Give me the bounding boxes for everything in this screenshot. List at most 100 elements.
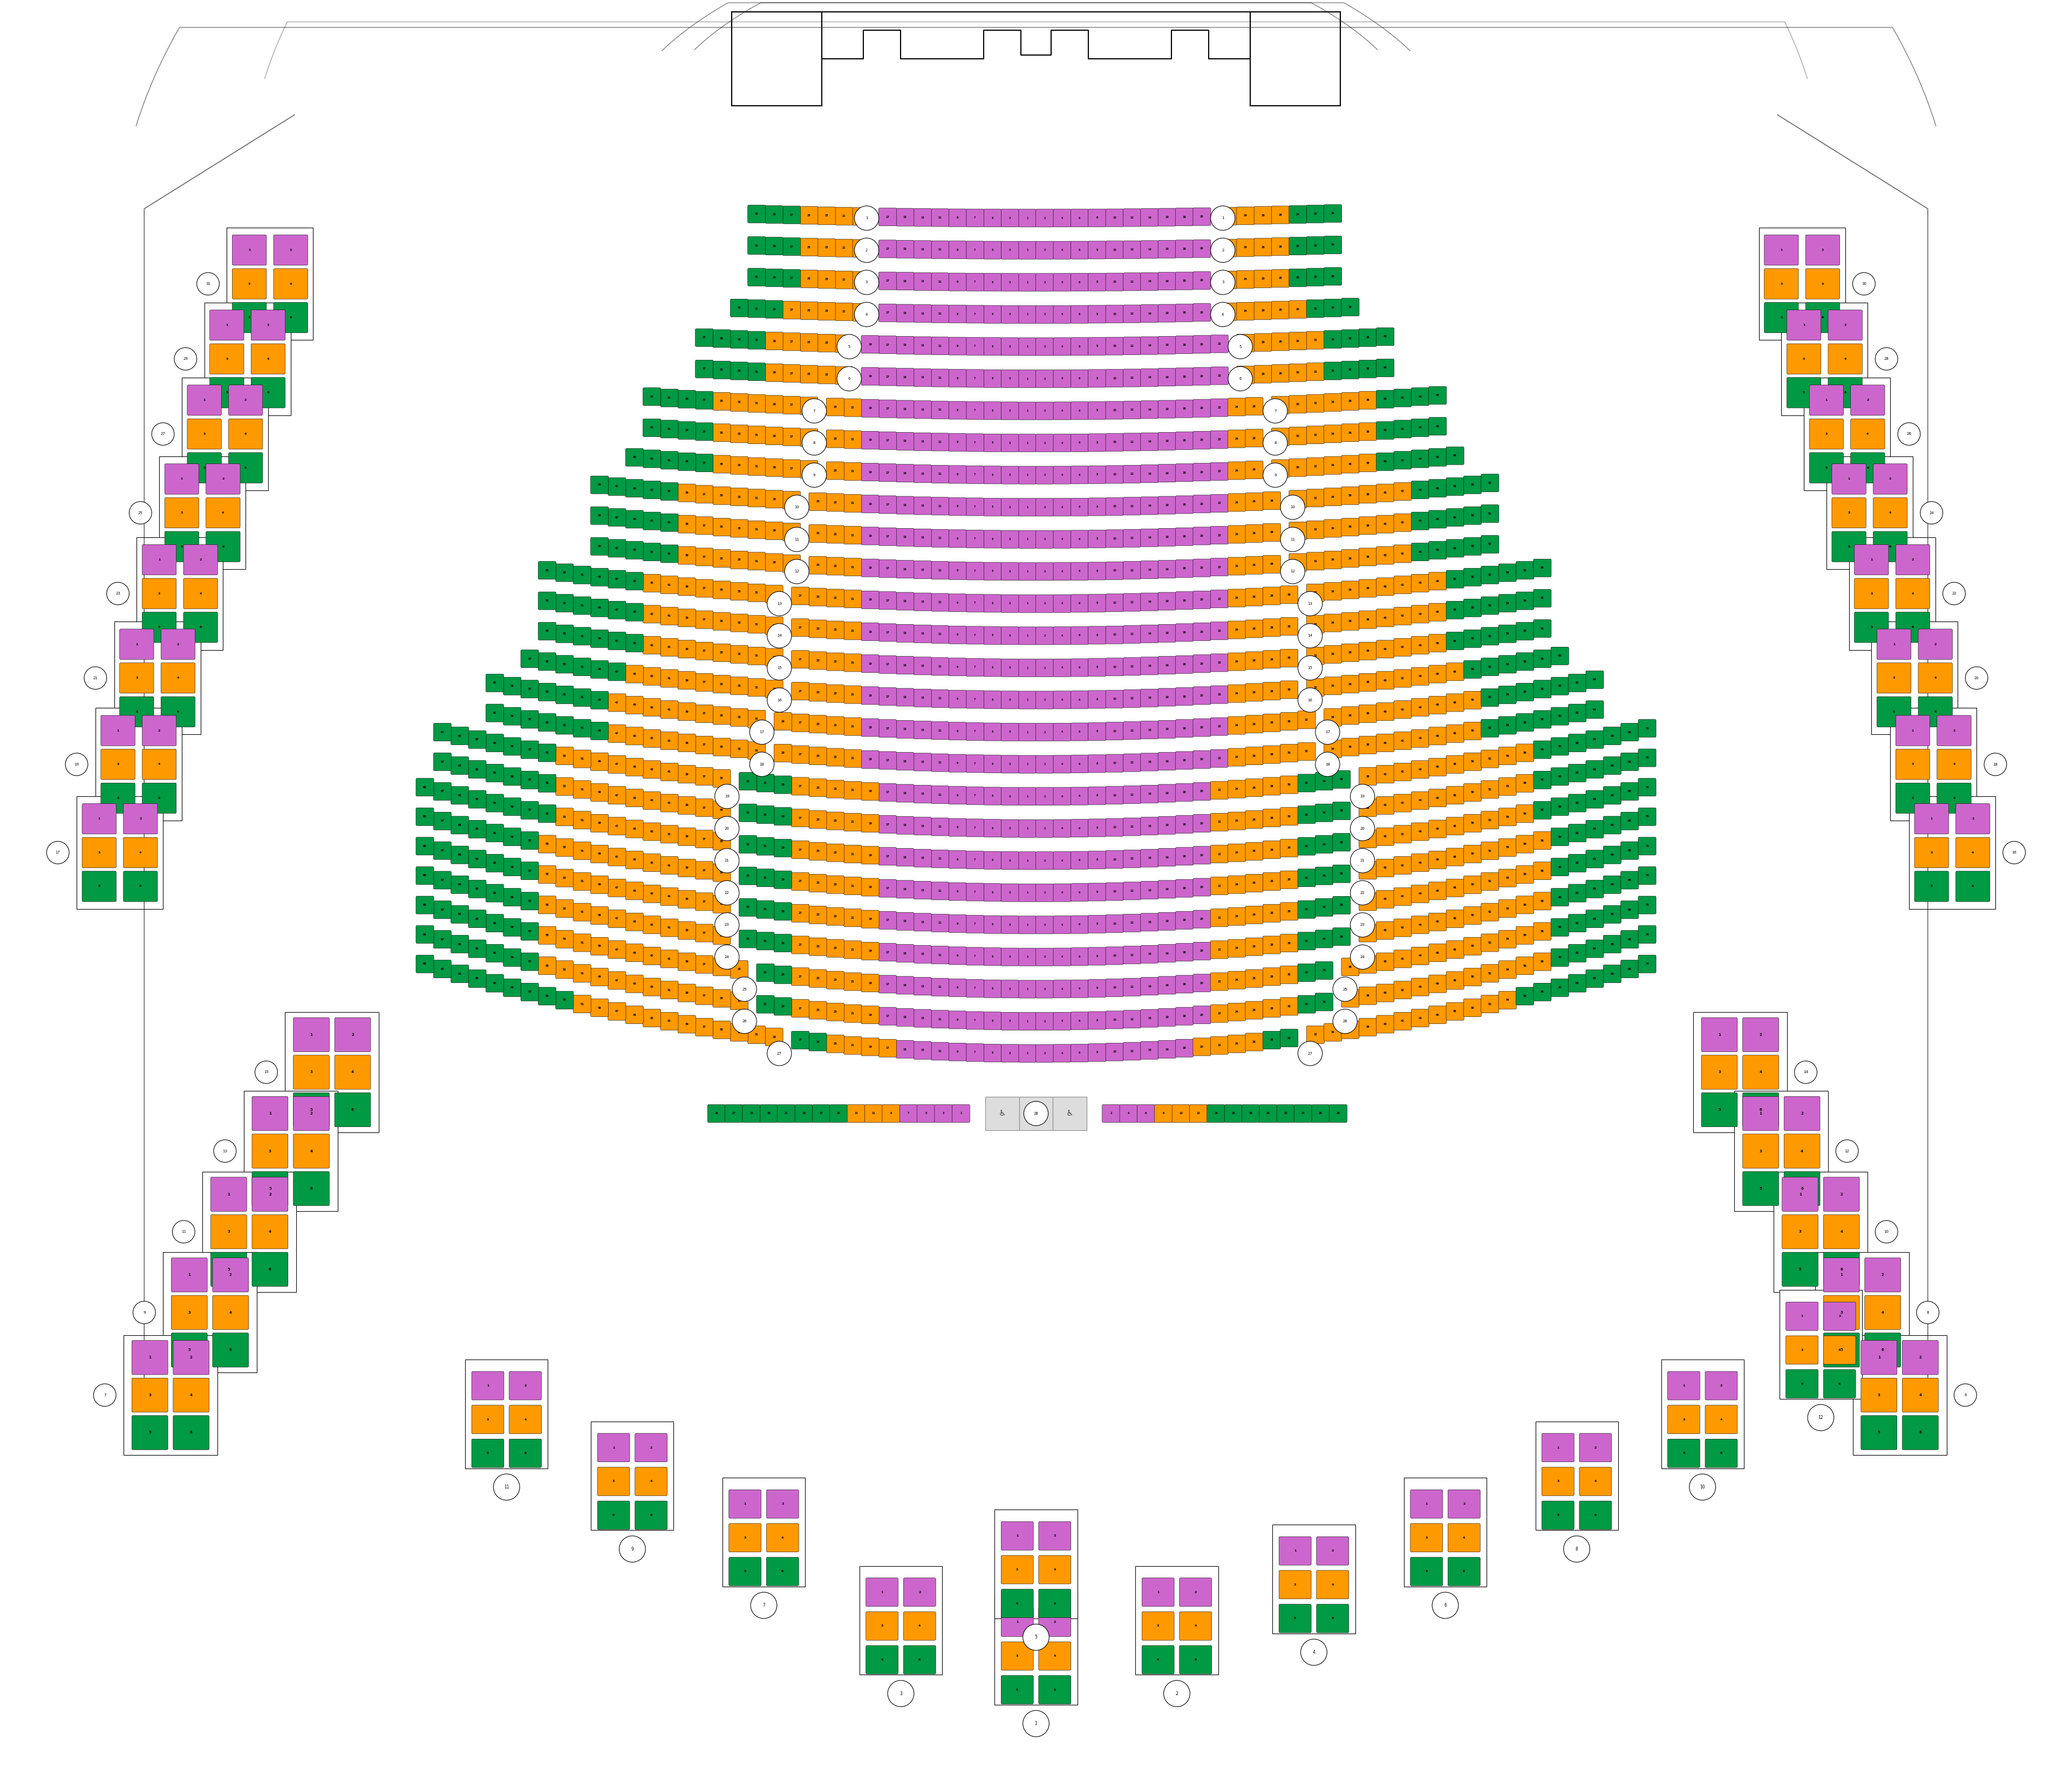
- Circle shape: [1297, 656, 1322, 679]
- FancyBboxPatch shape: [914, 593, 932, 610]
- FancyBboxPatch shape: [914, 304, 932, 322]
- Circle shape: [731, 1008, 756, 1033]
- FancyBboxPatch shape: [740, 803, 756, 823]
- FancyBboxPatch shape: [1604, 816, 1620, 833]
- Text: 29: 29: [781, 909, 785, 913]
- FancyBboxPatch shape: [1175, 463, 1193, 481]
- Text: 17: 17: [885, 632, 889, 633]
- FancyBboxPatch shape: [895, 304, 914, 322]
- FancyBboxPatch shape: [626, 851, 642, 869]
- Text: 19: 19: [868, 759, 872, 761]
- FancyBboxPatch shape: [1001, 338, 1019, 356]
- Text: 66: 66: [1610, 883, 1614, 886]
- FancyBboxPatch shape: [1743, 1171, 1778, 1206]
- Text: 28: 28: [1270, 881, 1274, 883]
- Text: 18: 18: [1183, 375, 1187, 379]
- Text: 18: 18: [1183, 759, 1187, 762]
- Text: 48: 48: [1452, 732, 1457, 734]
- FancyBboxPatch shape: [1341, 676, 1359, 693]
- Text: 39: 39: [686, 835, 688, 839]
- Text: 5: 5: [1912, 796, 1915, 800]
- FancyBboxPatch shape: [1341, 1021, 1359, 1038]
- Text: 46: 46: [1436, 580, 1440, 582]
- Text: 18: 18: [1183, 504, 1187, 506]
- Text: 56: 56: [1523, 570, 1527, 571]
- Text: 37: 37: [702, 713, 707, 715]
- Text: 1: 1: [1426, 1502, 1428, 1505]
- FancyBboxPatch shape: [966, 690, 984, 708]
- FancyBboxPatch shape: [1394, 639, 1411, 656]
- FancyBboxPatch shape: [696, 987, 713, 1005]
- FancyBboxPatch shape: [1446, 971, 1465, 989]
- Text: 25: 25: [816, 787, 821, 789]
- Text: 17: 17: [885, 407, 889, 410]
- FancyBboxPatch shape: [827, 653, 843, 670]
- Text: 26: 26: [1262, 278, 1264, 280]
- Text: 21: 21: [852, 471, 854, 472]
- Text: 50: 50: [1471, 545, 1475, 548]
- Text: 46: 46: [1436, 642, 1440, 644]
- Text: 31: 31: [765, 814, 767, 816]
- FancyBboxPatch shape: [1123, 209, 1142, 226]
- Text: 36: 36: [1349, 715, 1353, 716]
- Text: 21: 21: [852, 757, 854, 759]
- Text: 68: 68: [1629, 879, 1631, 881]
- FancyBboxPatch shape: [143, 715, 176, 747]
- FancyBboxPatch shape: [984, 370, 1001, 387]
- FancyBboxPatch shape: [1106, 754, 1123, 771]
- Text: 5: 5: [1840, 1348, 1842, 1352]
- Text: 2: 2: [1801, 1113, 1803, 1114]
- Text: 6: 6: [157, 796, 160, 800]
- Text: 32: 32: [1314, 591, 1318, 594]
- Text: 2: 2: [157, 729, 160, 732]
- Text: 24: 24: [1235, 469, 1239, 472]
- FancyBboxPatch shape: [903, 1578, 937, 1606]
- Text: 5: 5: [847, 345, 850, 348]
- FancyBboxPatch shape: [783, 492, 800, 509]
- FancyBboxPatch shape: [1446, 601, 1465, 619]
- FancyBboxPatch shape: [1158, 368, 1177, 386]
- FancyBboxPatch shape: [707, 1104, 725, 1122]
- Text: 5: 5: [1780, 317, 1782, 318]
- FancyBboxPatch shape: [879, 1038, 897, 1058]
- FancyBboxPatch shape: [1193, 368, 1210, 386]
- Text: 3: 3: [1871, 593, 1873, 594]
- Text: 52: 52: [1488, 1003, 1492, 1005]
- FancyBboxPatch shape: [713, 770, 731, 787]
- Text: 67: 67: [441, 761, 443, 762]
- Text: 5: 5: [249, 317, 251, 318]
- Text: 19: 19: [868, 375, 872, 377]
- Text: 14: 14: [1148, 472, 1152, 476]
- Text: 24: 24: [1235, 1010, 1239, 1014]
- FancyBboxPatch shape: [1140, 465, 1158, 483]
- FancyBboxPatch shape: [1237, 334, 1254, 352]
- FancyBboxPatch shape: [1498, 808, 1517, 826]
- FancyBboxPatch shape: [1088, 531, 1106, 548]
- FancyBboxPatch shape: [800, 396, 818, 416]
- Text: 33: 33: [746, 938, 750, 941]
- FancyBboxPatch shape: [1743, 1097, 1778, 1130]
- Text: 49: 49: [597, 729, 601, 732]
- FancyBboxPatch shape: [539, 865, 555, 883]
- Text: 4: 4: [244, 433, 247, 435]
- Text: 21: 21: [852, 598, 854, 600]
- Text: 62: 62: [1575, 952, 1579, 955]
- FancyBboxPatch shape: [984, 209, 1001, 226]
- FancyBboxPatch shape: [827, 780, 843, 798]
- Text: 28: 28: [1270, 563, 1274, 566]
- Text: 1: 1: [311, 1033, 313, 1037]
- Text: 30: 30: [1297, 467, 1299, 469]
- Circle shape: [1280, 527, 1305, 552]
- FancyBboxPatch shape: [800, 460, 818, 478]
- Text: 37: 37: [702, 494, 707, 495]
- Text: 5: 5: [116, 796, 118, 800]
- FancyBboxPatch shape: [765, 394, 783, 414]
- Text: 23: 23: [833, 469, 837, 472]
- FancyBboxPatch shape: [966, 626, 984, 644]
- Text: 41: 41: [667, 708, 671, 711]
- FancyBboxPatch shape: [661, 732, 678, 750]
- Text: 36: 36: [1349, 400, 1353, 403]
- Bar: [1272, 1525, 1355, 1633]
- Text: 15: 15: [903, 888, 908, 890]
- FancyBboxPatch shape: [661, 669, 678, 688]
